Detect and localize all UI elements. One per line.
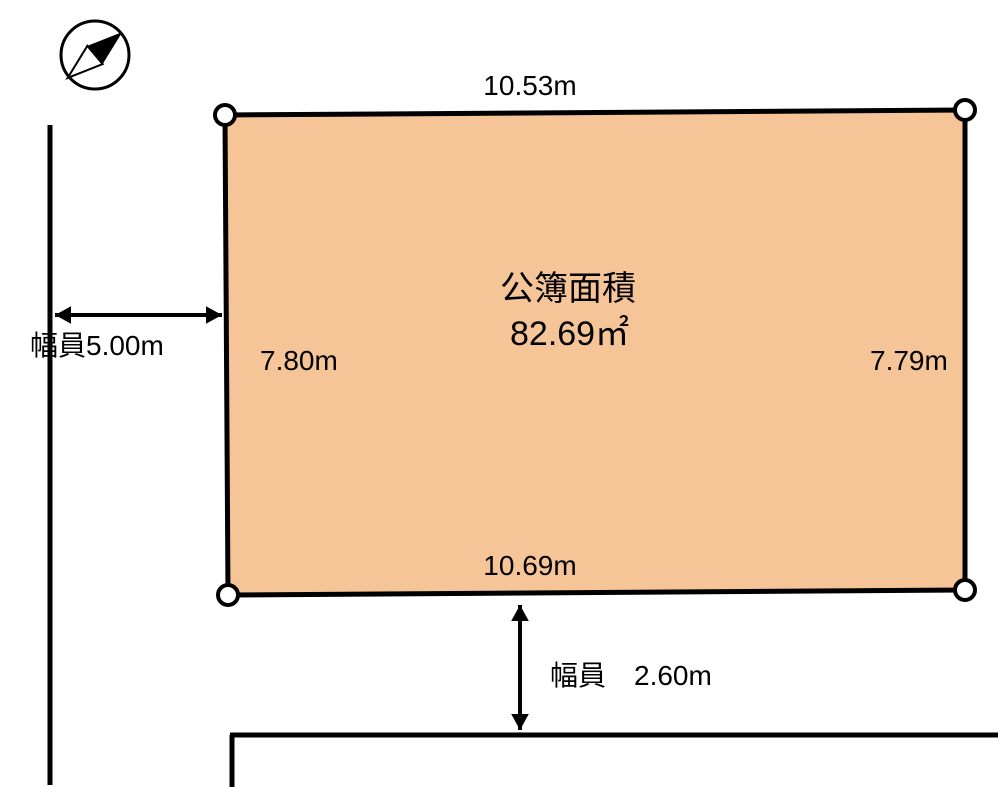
width-bottom-label: 幅員 2.60m: [550, 660, 712, 691]
road-width-bottom: 幅員 2.60m: [511, 605, 712, 730]
land-plot-diagram: 10.53m 10.69m 7.80m 7.79m 公簿面積 82.69㎡ 幅員…: [0, 0, 1000, 787]
dimension-right: 7.79m: [870, 345, 948, 376]
dimension-top: 10.53m: [483, 70, 576, 101]
area-title: 公簿面積: [500, 270, 636, 308]
compass-icon: [61, 21, 129, 89]
dimension-left: 7.80m: [260, 345, 338, 376]
width-left-label: 幅員5.00m: [30, 330, 164, 361]
dimension-bottom-inside: 10.69m: [483, 550, 576, 581]
area-value: 82.69㎡: [510, 315, 629, 353]
road-width-left: 幅員5.00m: [30, 306, 222, 361]
